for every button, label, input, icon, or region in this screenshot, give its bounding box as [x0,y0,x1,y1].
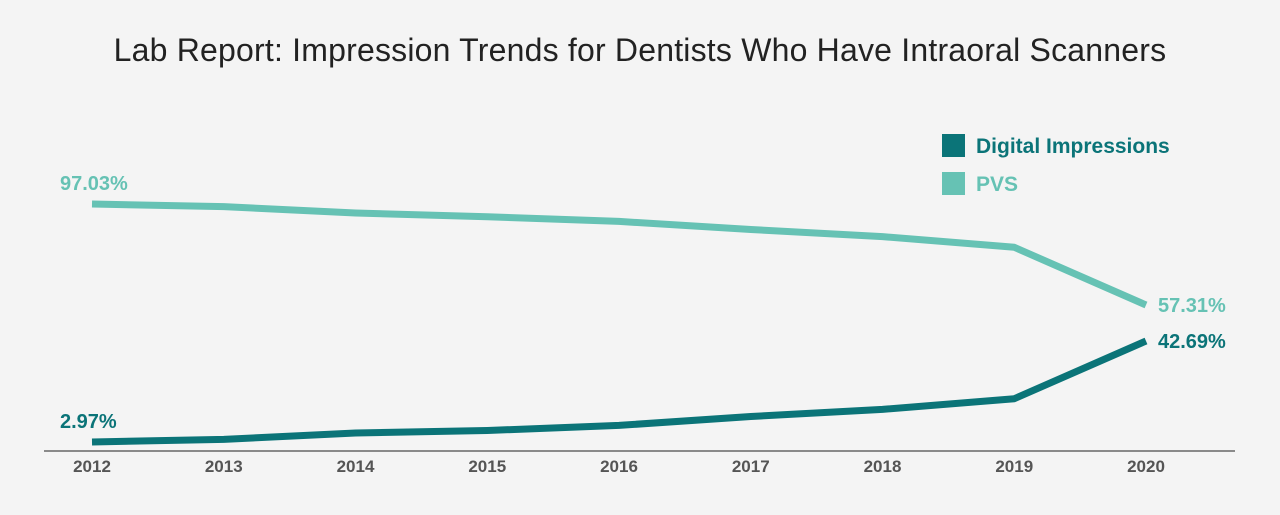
x-tick-label: 2018 [864,457,902,476]
legend-swatch [942,172,965,195]
x-tick-label: 2017 [732,457,770,476]
legend-swatch [942,134,965,157]
x-tick-label: 2020 [1127,457,1165,476]
series-line-digital-impressions [91,337,1148,446]
data-label-first: 97.03% [60,173,128,195]
x-tick-label: 2012 [73,457,111,476]
data-label-first: 2.97% [60,411,117,433]
x-tick-label: 2013 [205,457,243,476]
legend-label: Digital Impressions [976,135,1170,158]
data-label-last: 42.69% [1158,331,1226,353]
x-tick-label: 2015 [468,457,506,476]
data-label-last: 57.31% [1158,295,1226,317]
legend-label: PVS [976,173,1018,196]
x-tick-label: 2014 [337,457,375,476]
x-tick-label: 2016 [600,457,638,476]
chart-title: Lab Report: Impression Trends for Dentis… [113,32,1167,68]
x-tick-label: 2019 [995,457,1033,476]
series-line-pvs [91,200,1148,309]
